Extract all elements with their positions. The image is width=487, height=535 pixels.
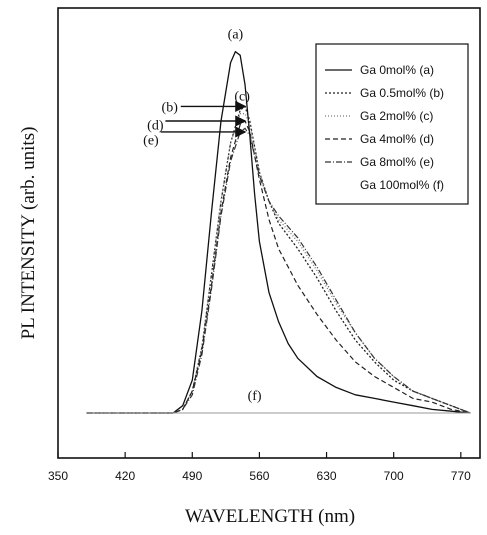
series-line <box>86 50 471 414</box>
legend-label: Ga 0.5mol% (b) <box>360 86 444 100</box>
x-tick-label: 490 <box>182 469 202 483</box>
annotation-label: (b) <box>162 100 179 115</box>
annotation-label: (c) <box>234 89 250 104</box>
plot-frame <box>57 7 481 459</box>
x-tick-label: 700 <box>384 469 404 483</box>
legend-label: Ga 2mol% (c) <box>360 109 433 123</box>
legend-box <box>315 43 469 205</box>
series-lines <box>86 50 471 414</box>
legend-label: Ga 4mol% (d) <box>360 132 434 146</box>
x-axis-ticks: 350 420 490 560 630 700 770 <box>48 452 471 483</box>
annotation-label: (f) <box>248 389 262 404</box>
annotation-label: (e) <box>143 133 159 148</box>
annotation-label: (d) <box>147 119 164 134</box>
series-line <box>86 127 471 414</box>
x-tick-label: 630 <box>317 469 337 483</box>
y-axis-title: PL INTENSITY (arb. units) <box>18 127 39 340</box>
legend-label: Ga 100mol% (f) <box>360 178 444 192</box>
annotations: (a) (c) (b) (d)(e) (f) <box>143 27 262 403</box>
legend-label: Ga 8mol% (e) <box>360 155 434 169</box>
x-tick-label: 560 <box>249 469 269 483</box>
x-axis-title: WAVELENGTH (nm) <box>185 506 355 527</box>
annotation-label: (a) <box>228 27 244 42</box>
series-line <box>86 105 471 414</box>
legend-label: Ga 0mol% (a) <box>360 63 434 77</box>
series-line <box>86 120 471 414</box>
legend: Ga 0mol% (a) Ga 0.5mol% (b) Ga 2mol% (c) Ga… <box>315 43 469 205</box>
x-tick-label: 770 <box>451 469 471 483</box>
x-tick-label: 350 <box>48 469 68 483</box>
x-tick-label: 420 <box>115 469 135 483</box>
annotation-arrows <box>160 100 247 138</box>
